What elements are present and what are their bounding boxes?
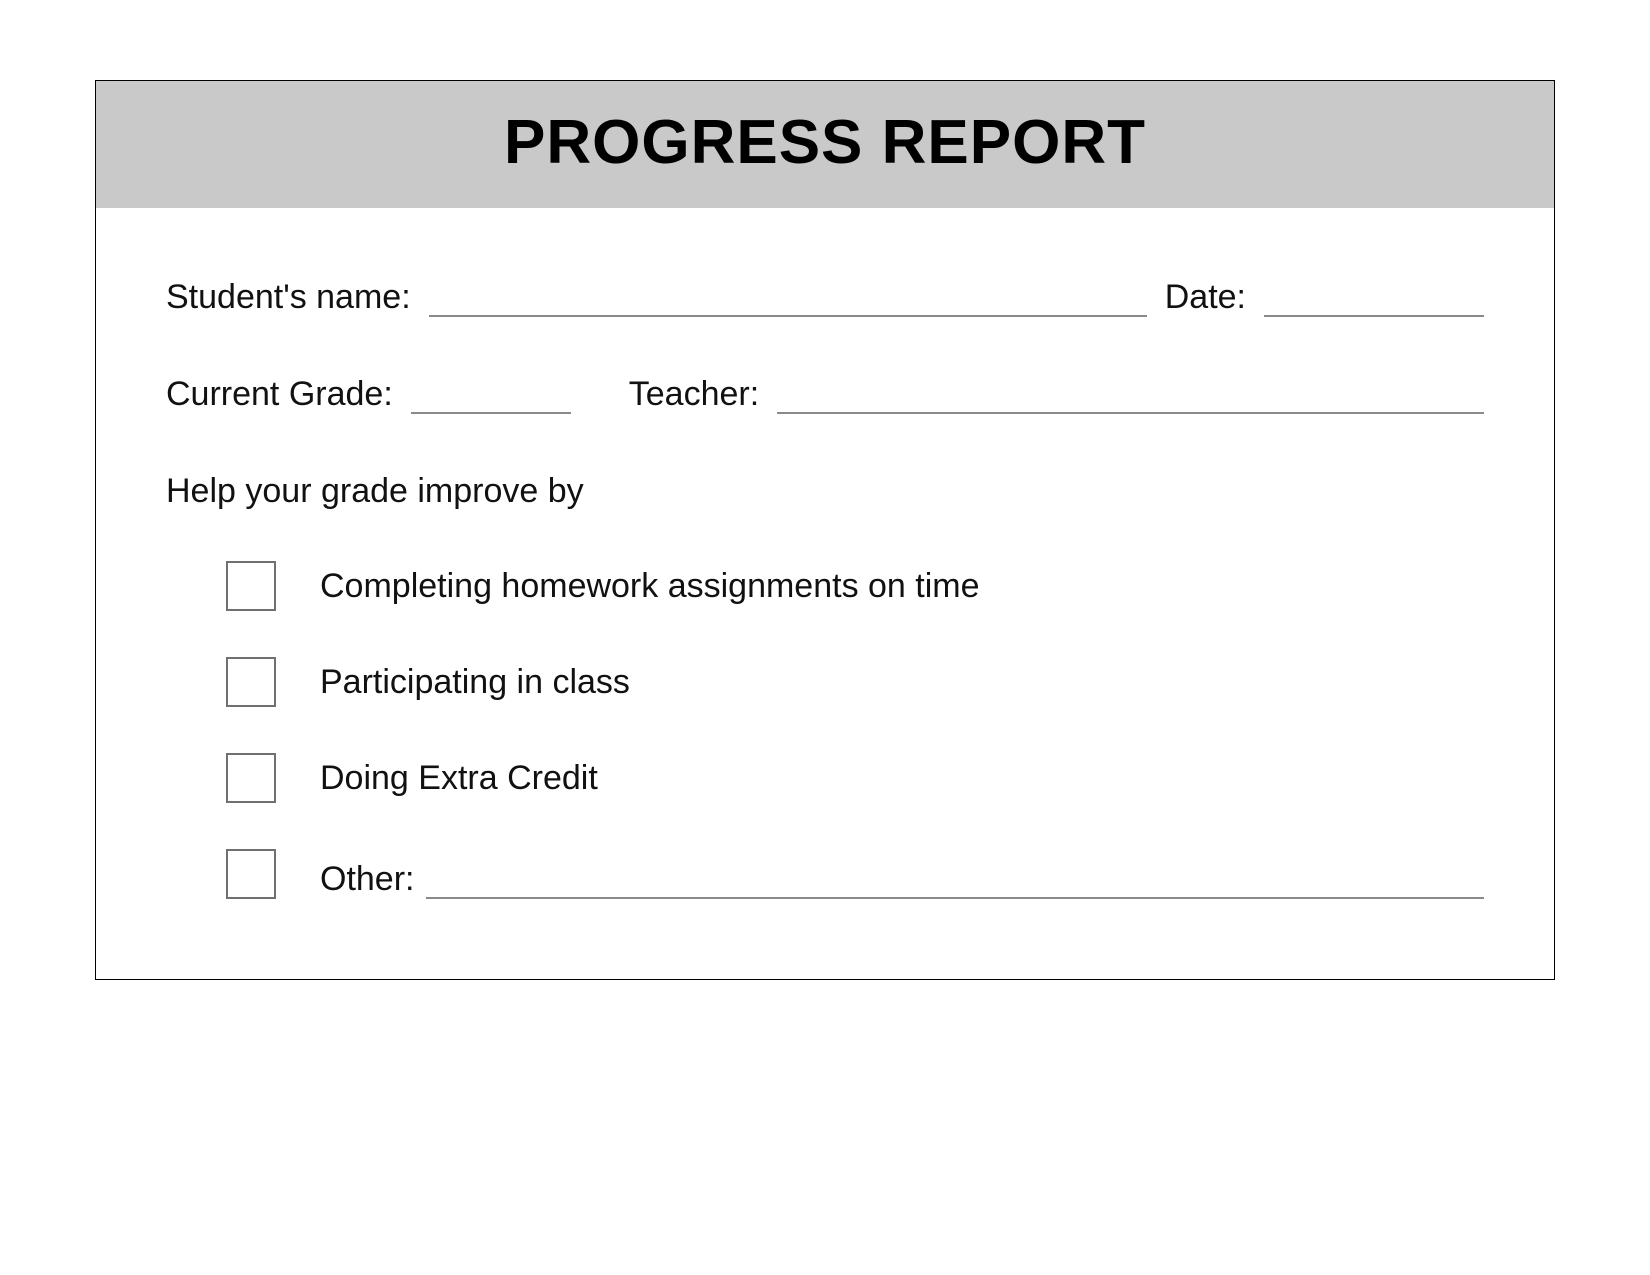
report-title: PROGRESS REPORT <box>96 107 1554 178</box>
improve-section-label: Help your grade improve by <box>166 472 1484 511</box>
row-grade-teacher: Current Grade: Teacher: <box>166 375 1484 414</box>
checkbox-participation[interactable] <box>226 657 276 707</box>
title-bar: PROGRESS REPORT <box>96 81 1554 208</box>
student-name-input-line[interactable] <box>429 281 1147 317</box>
page: PROGRESS REPORT Student's name: Date: Cu… <box>0 0 1650 1275</box>
report-card: PROGRESS REPORT Student's name: Date: Cu… <box>95 80 1555 980</box>
checklist-item: Doing Extra Credit <box>226 753 1484 803</box>
checkbox-homework[interactable] <box>226 561 276 611</box>
other-label: Other: <box>320 860 414 899</box>
checklist-item: Participating in class <box>226 657 1484 707</box>
row-name-date: Student's name: Date: <box>166 278 1484 317</box>
checklist-label: Doing Extra Credit <box>320 759 598 798</box>
date-label: Date: <box>1165 278 1246 317</box>
other-inner: Other: <box>320 860 1484 899</box>
current-grade-label: Current Grade: <box>166 375 393 414</box>
checklist-item-other: Other: <box>226 849 1484 899</box>
report-body: Student's name: Date: Current Grade: Tea… <box>96 208 1554 979</box>
date-input-line[interactable] <box>1264 281 1484 317</box>
other-input-line[interactable] <box>426 867 1484 899</box>
checklist-item: Completing homework assignments on time <box>226 561 1484 611</box>
checklist-label: Participating in class <box>320 663 630 702</box>
teacher-label: Teacher: <box>629 375 759 414</box>
checkbox-extra-credit[interactable] <box>226 753 276 803</box>
current-grade-input-line[interactable] <box>411 378 571 414</box>
student-name-label: Student's name: <box>166 278 411 317</box>
teacher-input-line[interactable] <box>777 378 1484 414</box>
checklist-label: Completing homework assignments on time <box>320 567 980 606</box>
checkbox-other[interactable] <box>226 849 276 899</box>
